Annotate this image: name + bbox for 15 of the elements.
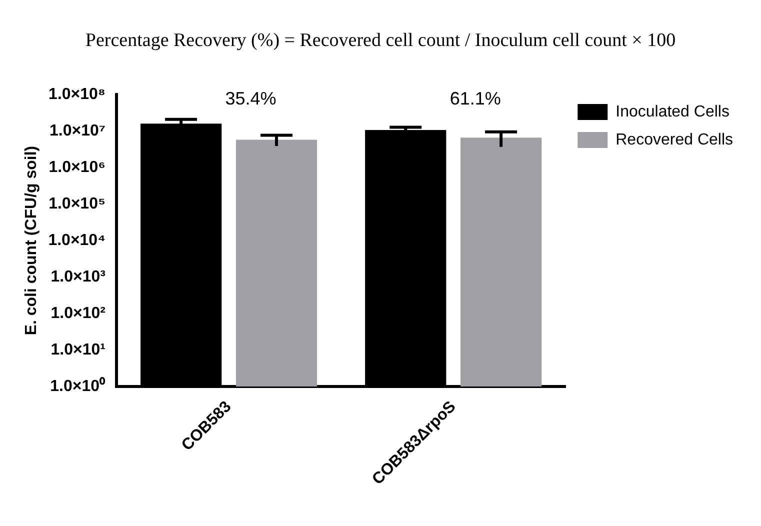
y-tick-label: 1.0×10⁶ [48,158,106,176]
y-tick-label: 1.0×10⁰ [50,376,106,395]
y-tick-label: 1.0×10³ [50,268,106,286]
annotation: 35.4% [225,88,276,109]
y-tick-label: 1.0×10⁸ [48,86,106,104]
y-tick-label: 1.0×10⁴ [48,232,106,249]
chart-title: Percentage Recovery (%) = Recovered cell count / Inoculum cell count × 100 [84,29,677,53]
annotation: 61.1% [450,88,501,109]
y-tick-label: 1.0×10² [50,304,106,322]
y-tick-label: 1.0×10¹ [50,341,106,358]
legend-label: Recovered Cells [616,131,734,148]
y-axis-title: E. coli count (CFU/g soil) [23,146,40,336]
y-tick-label: 1.0×10⁷ [50,122,106,140]
y-tick-label: 1.0×10⁵ [48,195,106,212]
legend-label: Inoculated Cells [616,103,730,120]
